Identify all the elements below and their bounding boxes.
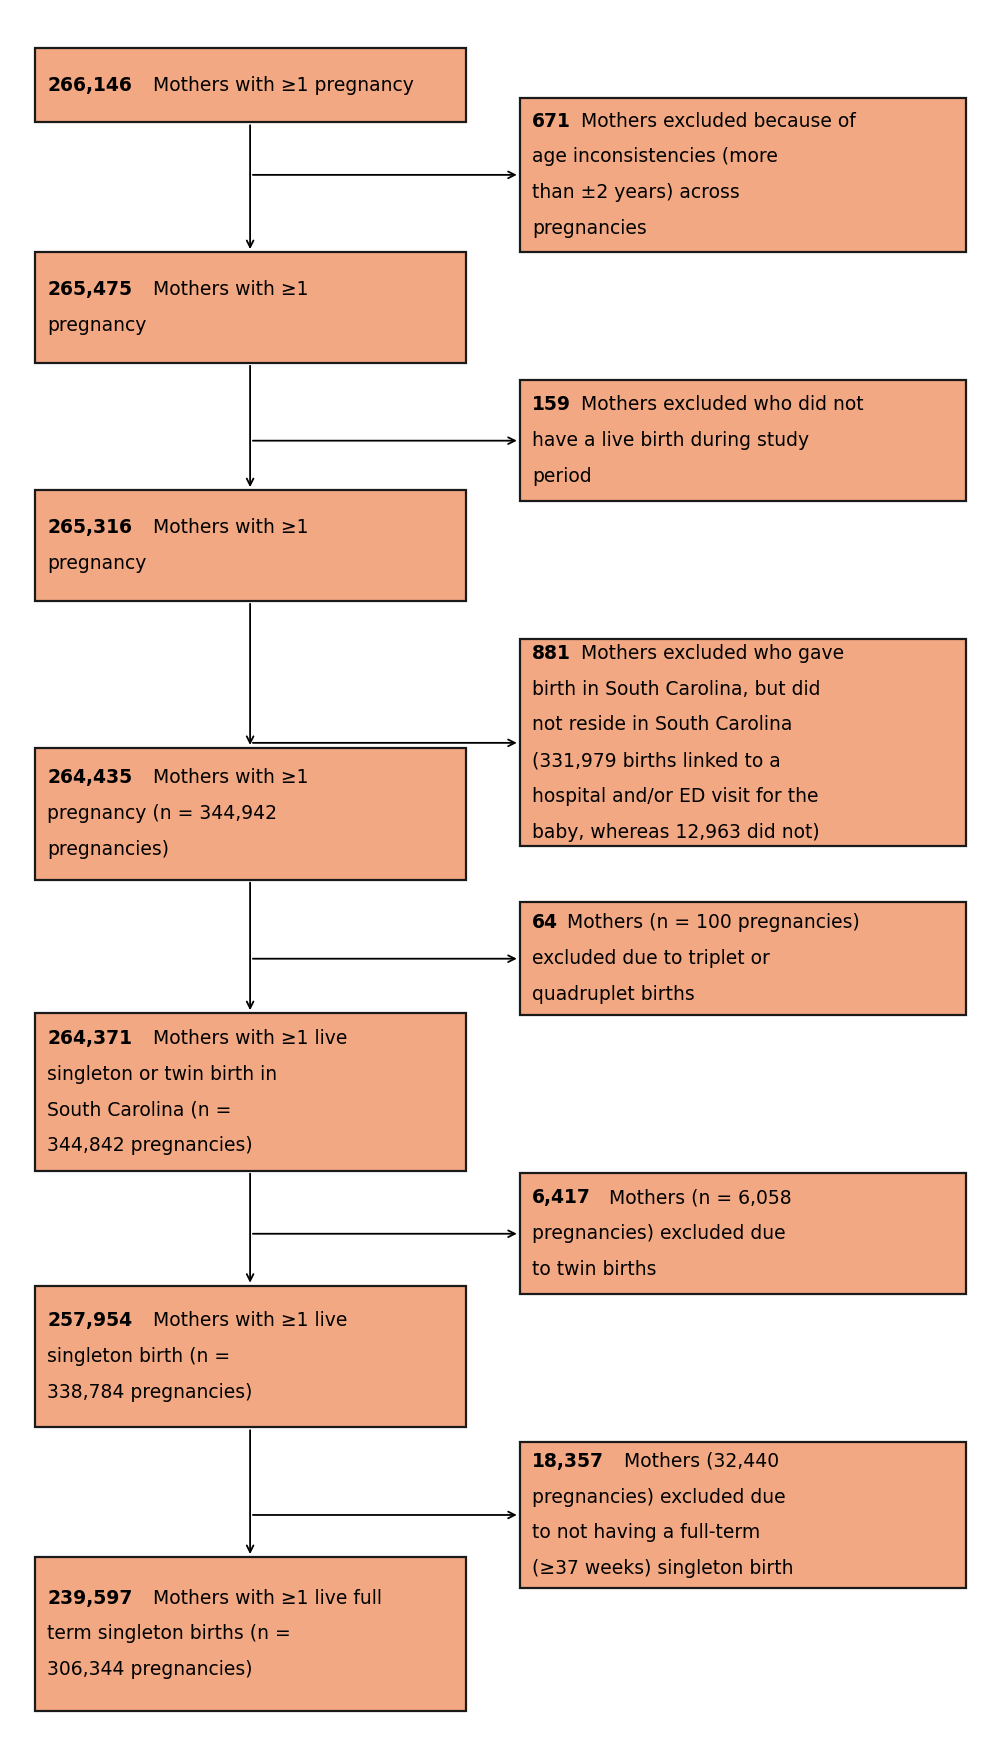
Text: 264,371: 264,371 xyxy=(47,1029,132,1048)
Text: singleton or twin birth in: singleton or twin birth in xyxy=(47,1064,277,1084)
Text: pregnancies) excluded due: pregnancies) excluded due xyxy=(532,1225,786,1244)
Text: pregnancy: pregnancy xyxy=(47,553,147,573)
FancyBboxPatch shape xyxy=(34,490,466,601)
FancyBboxPatch shape xyxy=(34,1558,466,1711)
FancyBboxPatch shape xyxy=(34,747,466,879)
Text: Mothers with ≥1 pregnancy: Mothers with ≥1 pregnancy xyxy=(147,76,414,95)
Text: 18,357: 18,357 xyxy=(532,1452,604,1471)
Text: 264,435: 264,435 xyxy=(47,768,132,788)
Text: 265,316: 265,316 xyxy=(47,518,132,537)
Text: to twin births: to twin births xyxy=(532,1260,657,1279)
Text: Mothers with ≥1: Mothers with ≥1 xyxy=(147,768,308,788)
Text: pregnancy: pregnancy xyxy=(47,315,147,335)
Text: excluded due to triplet or: excluded due to triplet or xyxy=(532,950,770,967)
Text: 671: 671 xyxy=(532,111,571,130)
Text: (≥37 weeks) singleton birth: (≥37 weeks) singleton birth xyxy=(532,1559,794,1579)
Text: birth in South Carolina, but did: birth in South Carolina, but did xyxy=(532,680,821,700)
Text: Mothers (32,440: Mothers (32,440 xyxy=(618,1452,779,1471)
Text: Mothers excluded because of: Mothers excluded because of xyxy=(575,111,856,130)
Text: 6,417: 6,417 xyxy=(532,1188,591,1207)
FancyBboxPatch shape xyxy=(520,1173,966,1293)
Text: Mothers with ≥1 live full: Mothers with ≥1 live full xyxy=(147,1589,382,1607)
Text: 159: 159 xyxy=(532,395,571,414)
Text: 338,784 pregnancies): 338,784 pregnancies) xyxy=(47,1383,253,1403)
Text: Mothers with ≥1 live: Mothers with ≥1 live xyxy=(147,1029,347,1048)
Text: singleton birth (n =: singleton birth (n = xyxy=(47,1346,230,1366)
Text: 881: 881 xyxy=(532,643,571,663)
Text: to not having a full-term: to not having a full-term xyxy=(532,1524,761,1542)
Text: 265,475: 265,475 xyxy=(47,280,132,300)
Text: age inconsistencies (more: age inconsistencies (more xyxy=(532,148,778,166)
Text: quadruplet births: quadruplet births xyxy=(532,985,695,1004)
FancyBboxPatch shape xyxy=(34,252,466,363)
Text: 344,842 pregnancies): 344,842 pregnancies) xyxy=(47,1136,253,1156)
Text: pregnancies): pregnancies) xyxy=(47,840,169,860)
Text: Mothers (n = 100 pregnancies): Mothers (n = 100 pregnancies) xyxy=(561,913,860,932)
Text: 257,954: 257,954 xyxy=(47,1311,132,1330)
Text: baby, whereas 12,963 did not): baby, whereas 12,963 did not) xyxy=(532,823,820,842)
Text: than ±2 years) across: than ±2 years) across xyxy=(532,183,740,203)
Text: South Carolina (n =: South Carolina (n = xyxy=(47,1099,232,1119)
Text: pregnancies: pregnancies xyxy=(532,218,647,238)
Text: have a live birth during study: have a live birth during study xyxy=(532,432,809,449)
Text: hospital and/or ED visit for the: hospital and/or ED visit for the xyxy=(532,788,819,805)
Text: Mothers excluded who gave: Mothers excluded who gave xyxy=(575,643,844,663)
FancyBboxPatch shape xyxy=(34,1286,466,1427)
Text: 239,597: 239,597 xyxy=(47,1589,133,1607)
Text: (331,979 births linked to a: (331,979 births linked to a xyxy=(532,751,781,770)
Text: 266,146: 266,146 xyxy=(47,76,132,95)
Text: Mothers with ≥1: Mothers with ≥1 xyxy=(147,280,308,300)
FancyBboxPatch shape xyxy=(520,1441,966,1588)
FancyBboxPatch shape xyxy=(520,640,966,846)
FancyBboxPatch shape xyxy=(520,381,966,500)
Text: pregnancy (n = 344,942: pregnancy (n = 344,942 xyxy=(47,803,277,823)
Text: Mothers with ≥1: Mothers with ≥1 xyxy=(147,518,308,537)
Text: pregnancies) excluded due: pregnancies) excluded due xyxy=(532,1487,786,1507)
Text: period: period xyxy=(532,467,592,486)
Text: not reside in South Carolina: not reside in South Carolina xyxy=(532,715,793,735)
FancyBboxPatch shape xyxy=(520,902,966,1015)
Text: Mothers (n = 6,058: Mothers (n = 6,058 xyxy=(603,1188,792,1207)
Text: Mothers excluded who did not: Mothers excluded who did not xyxy=(575,395,864,414)
Text: 306,344 pregnancies): 306,344 pregnancies) xyxy=(47,1660,253,1679)
FancyBboxPatch shape xyxy=(520,97,966,252)
Text: 64: 64 xyxy=(532,913,558,932)
Text: Mothers with ≥1 live: Mothers with ≥1 live xyxy=(147,1311,347,1330)
FancyBboxPatch shape xyxy=(34,48,466,123)
Text: term singleton births (n =: term singleton births (n = xyxy=(47,1625,291,1644)
FancyBboxPatch shape xyxy=(34,1013,466,1170)
